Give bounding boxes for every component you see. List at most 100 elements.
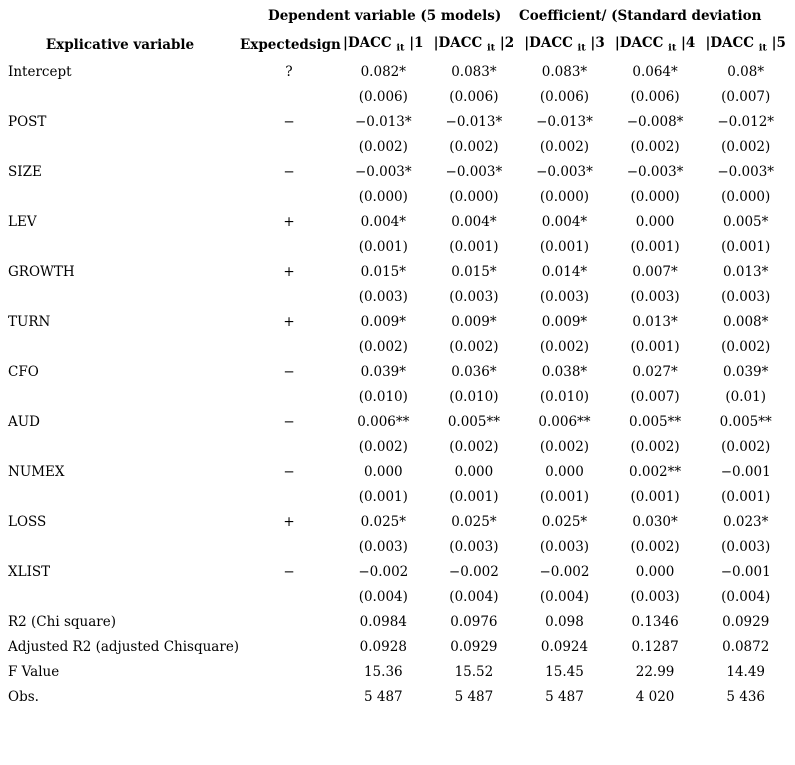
expected-sign: + xyxy=(283,263,295,280)
stat-cell: 5 487 xyxy=(454,688,494,705)
sd-cell: (0.002) xyxy=(358,438,408,455)
coef-cell: 0.025* xyxy=(541,513,588,530)
stat-cell: 0.098 xyxy=(545,613,584,630)
coef-cell: −0.008* xyxy=(626,113,684,130)
stat-cell: 15.45 xyxy=(545,663,584,680)
expected-sign: − xyxy=(283,563,295,580)
coef-cell: 0.007* xyxy=(632,263,678,280)
coef-cell: −0.003* xyxy=(717,163,775,180)
sd-cell: (0.001) xyxy=(449,238,499,255)
table-row: XLIST − −0.002 −0.002 −0.002 0.000 −0.00… xyxy=(0,559,791,584)
spacer-cell xyxy=(240,584,338,609)
coef-cell: 0.030* xyxy=(632,513,678,530)
stats-row: R2 (Chi square) 0.0984 0.0976 0.098 0.13… xyxy=(0,609,791,634)
stat-label: R2 (Chi square) xyxy=(8,613,116,630)
coef-cell: −0.001 xyxy=(720,463,771,480)
sd-cell: (0.007) xyxy=(721,88,771,105)
table-row-sd: (0.006) (0.006) (0.006) (0.006) (0.007) xyxy=(0,84,791,109)
table-row-sd: (0.004) (0.004) (0.004) (0.003) (0.004) xyxy=(0,584,791,609)
coef-cell: 0.015* xyxy=(451,263,497,280)
expected-sign: − xyxy=(283,363,295,380)
coef-cell: −0.012* xyxy=(717,113,775,130)
coef-cell: −0.003* xyxy=(536,163,593,180)
spacer-cell xyxy=(0,284,240,309)
sd-cell: (0.003) xyxy=(721,288,771,305)
spacer-cell xyxy=(240,684,338,709)
sd-cell: (0.004) xyxy=(721,588,771,605)
coef-cell: 0.036* xyxy=(451,363,497,380)
col-header-explicative-label: Explicative variable xyxy=(45,36,195,53)
sd-cell: (0.000) xyxy=(721,188,771,205)
sd-cell: (0.004) xyxy=(358,588,408,605)
col-header-expected-sign-label: Expectedsign xyxy=(240,36,341,53)
sd-cell: (0.003) xyxy=(630,288,680,305)
table-row: CFO − 0.039* 0.036* 0.038* 0.027* 0.039* xyxy=(0,359,791,384)
variable-label: NUMEX xyxy=(8,463,65,480)
stat-cell: 4 020 xyxy=(635,688,675,705)
coef-cell: −0.002 xyxy=(448,563,499,580)
stat-cell: 0.0872 xyxy=(722,638,770,655)
regression-results-table: Explicative variable Expectedsign |DACC … xyxy=(0,30,791,709)
sd-cell: (0.003) xyxy=(630,588,680,605)
stat-label: F Value xyxy=(8,663,60,680)
sd-cell: (0.003) xyxy=(449,538,499,555)
table-row: SIZE − −0.003* −0.003* −0.003* −0.003* −… xyxy=(0,159,791,184)
coef-cell: 0.004* xyxy=(541,213,588,230)
stats-row: Adjusted R2 (adjusted Chisquare) 0.0928 … xyxy=(0,634,791,659)
expected-sign: + xyxy=(283,213,295,230)
sd-cell: (0.003) xyxy=(721,538,771,555)
coef-cell: −0.001 xyxy=(720,563,771,580)
stat-cell: 0.0984 xyxy=(359,613,407,630)
spacer-cell xyxy=(0,484,240,509)
coef-cell: −0.013* xyxy=(445,113,503,130)
sd-cell: (0.01) xyxy=(725,388,766,405)
col-header-expected-sign: Expectedsign xyxy=(240,30,341,59)
expected-sign: ? xyxy=(285,63,293,80)
table-row: GROWTH + 0.015* 0.015* 0.014* 0.007* 0.0… xyxy=(0,259,791,284)
coef-cell: 0.000 xyxy=(454,463,494,480)
table-row-sd: (0.003) (0.003) (0.003) (0.003) (0.003) xyxy=(0,284,791,309)
sd-cell: (0.002) xyxy=(539,338,590,355)
variable-label: LOSS xyxy=(8,513,47,530)
sd-cell: (0.002) xyxy=(449,138,499,155)
table-row: NUMEX − 0.000 0.000 0.000 0.002** −0.001 xyxy=(0,459,791,484)
expected-sign: − xyxy=(283,413,295,430)
spacer-cell xyxy=(240,659,338,684)
stats-row: F Value 15.36 15.52 15.45 22.99 14.49 xyxy=(0,659,791,684)
sd-cell: (0.001) xyxy=(721,238,771,255)
coef-cell: 0.014* xyxy=(541,263,588,280)
sd-cell: (0.002) xyxy=(358,138,408,155)
sd-cell: (0.010) xyxy=(539,388,590,405)
spacer-cell xyxy=(0,434,240,459)
sd-cell: (0.003) xyxy=(539,288,590,305)
table-row-sd: (0.003) (0.003) (0.003) (0.002) (0.003) xyxy=(0,534,791,559)
expected-sign: − xyxy=(283,113,295,130)
variable-label: TURN xyxy=(8,313,51,330)
spacer-cell xyxy=(240,134,338,159)
sd-cell: (0.010) xyxy=(358,388,408,405)
spacer-cell xyxy=(240,634,338,659)
coef-cell: 0.025* xyxy=(360,513,406,530)
stat-cell: 15.36 xyxy=(363,663,403,680)
sd-cell: (0.004) xyxy=(449,588,499,605)
sd-cell: (0.000) xyxy=(358,188,408,205)
table-row-sd: (0.010) (0.010) (0.010) (0.007) (0.01) xyxy=(0,384,791,409)
sd-cell: (0.002) xyxy=(449,438,499,455)
stat-cell: 0.1346 xyxy=(631,613,679,630)
spacer-cell xyxy=(240,334,338,359)
sd-cell: (0.001) xyxy=(630,338,680,355)
sd-cell: (0.002) xyxy=(539,138,590,155)
coef-cell: 0.000 xyxy=(635,563,675,580)
spacer-cell xyxy=(240,384,338,409)
sd-cell: (0.006) xyxy=(539,88,590,105)
sd-cell: (0.002) xyxy=(449,338,499,355)
stat-label: Obs. xyxy=(8,688,39,705)
coef-cell: −0.003* xyxy=(626,163,684,180)
table-row: LOSS + 0.025* 0.025* 0.025* 0.030* 0.023… xyxy=(0,509,791,534)
sd-cell: (0.001) xyxy=(630,488,680,505)
stat-cell: 22.99 xyxy=(635,663,675,680)
stat-cell: 5 487 xyxy=(363,688,403,705)
sd-cell: (0.001) xyxy=(721,488,771,505)
table-row-sd: (0.002) (0.002) (0.002) (0.001) (0.002) xyxy=(0,334,791,359)
